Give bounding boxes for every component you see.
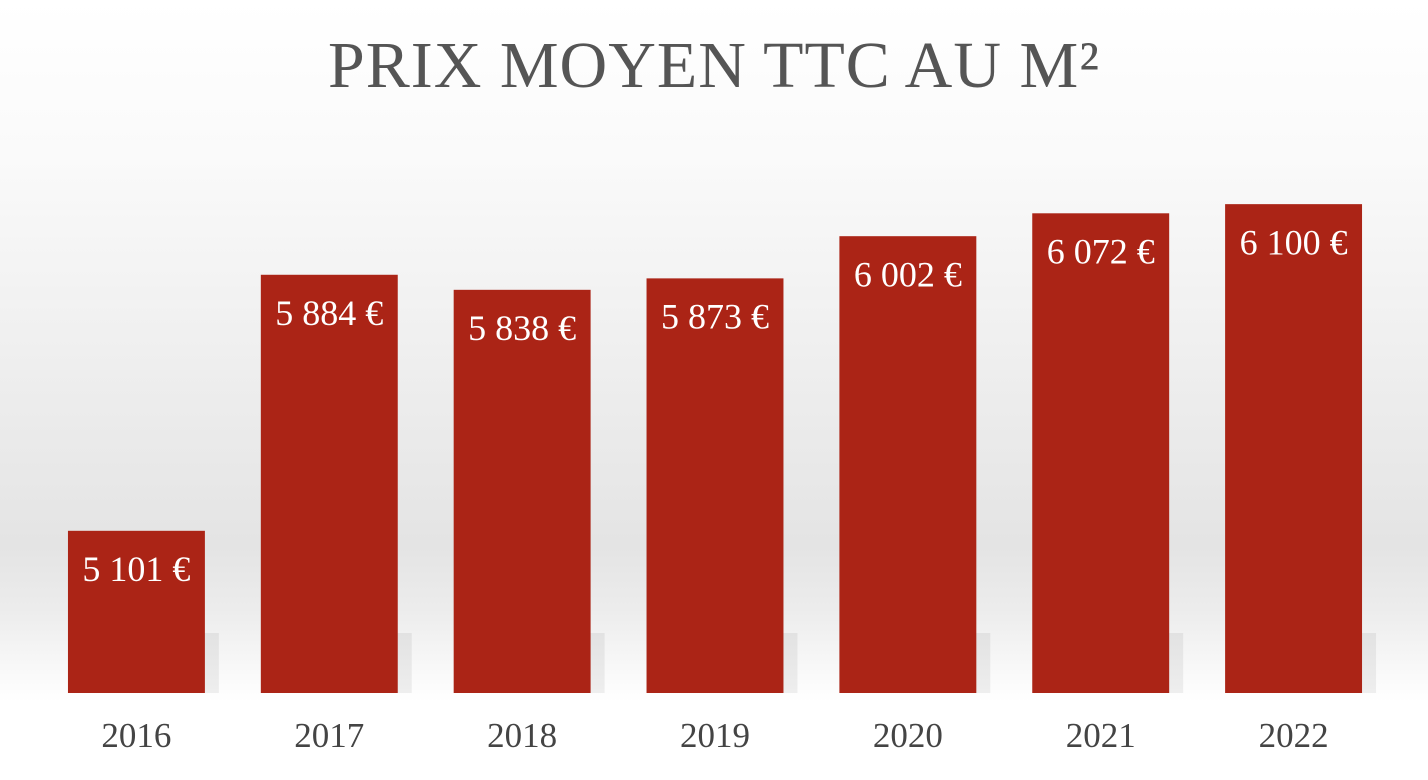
value-label: 6 100 € bbox=[1240, 222, 1348, 262]
bar bbox=[839, 236, 977, 693]
x-tick-label: 2020 bbox=[873, 716, 943, 755]
bar bbox=[453, 289, 591, 693]
bar bbox=[260, 274, 398, 693]
bar bbox=[1225, 204, 1363, 693]
x-tick-label: 2022 bbox=[1259, 716, 1329, 755]
x-tick-label: 2019 bbox=[680, 716, 750, 755]
x-tick-label: 2018 bbox=[487, 716, 557, 755]
bar bbox=[1032, 213, 1170, 694]
value-label: 5 101 € bbox=[82, 549, 190, 589]
bar bbox=[67, 530, 205, 693]
value-label: 5 838 € bbox=[468, 308, 576, 348]
value-label: 5 884 € bbox=[275, 293, 383, 333]
bar bbox=[646, 278, 784, 693]
x-tick-label: 2017 bbox=[294, 716, 364, 755]
value-label: 6 072 € bbox=[1047, 232, 1155, 272]
value-label: 6 002 € bbox=[854, 254, 962, 294]
x-tick-label: 2016 bbox=[101, 716, 171, 755]
x-tick-label: 2021 bbox=[1066, 716, 1136, 755]
chart-title: PRIX MOYEN TTC AU M² bbox=[328, 29, 1100, 102]
value-label: 5 873 € bbox=[661, 297, 769, 337]
